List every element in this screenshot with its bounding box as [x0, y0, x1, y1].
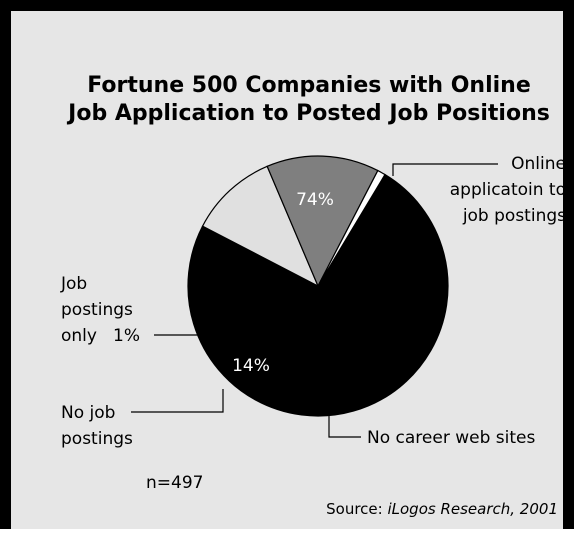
pie-chart: Fortune 500 Companies with Online Job Ap… — [60, 73, 566, 518]
slice-label-no-job-postings-line-1: No job — [61, 403, 115, 423]
slice-no-career-sites — [201, 165, 320, 288]
leader-online — [392, 163, 498, 176]
slice-online-application — [187, 173, 449, 417]
leader-no-job-postings — [131, 389, 224, 413]
source-name: iLogos Research, 2001 — [387, 500, 558, 518]
slice-postings-only — [317, 169, 386, 287]
slice-label-postings-only-line-2: postings — [61, 300, 133, 320]
slice-pct-online: 74% — [296, 190, 334, 210]
slice-label-postings-only-line-1: Job — [60, 274, 87, 294]
slice-label-no-job-postings-line-2: postings — [61, 429, 133, 449]
source-note: Source: iLogos Research, 2001 — [326, 500, 558, 518]
slice-no-job-postings — [266, 155, 379, 288]
slice-pct-postings-only: 1% — [113, 326, 140, 346]
slice-label-online-line-3: job postings — [462, 206, 566, 226]
slice-label-online-line-1: Online — [511, 154, 566, 174]
slice-pct-no-job-postings: 14% — [232, 356, 270, 376]
sample-size-note: n=497 — [146, 473, 203, 493]
chart-title-line-1: Fortune 500 Companies with Online — [87, 73, 531, 98]
slice-label-no-career-sites: No career web sites — [367, 428, 535, 448]
slice-label-postings-only-line-3: only — [61, 326, 97, 346]
chart-frame: Fortune 500 Companies with Online Job Ap… — [0, 0, 574, 529]
source-prefix: Source: — [326, 500, 387, 518]
leader-no-career-sites — [328, 409, 361, 438]
slice-pct-no-career-sites: 11% — [304, 386, 342, 406]
chart-title-line-2: Job Application to Posted Job Positions — [66, 101, 550, 126]
slice-label-online-line-2: applicatoin to — [450, 180, 566, 200]
